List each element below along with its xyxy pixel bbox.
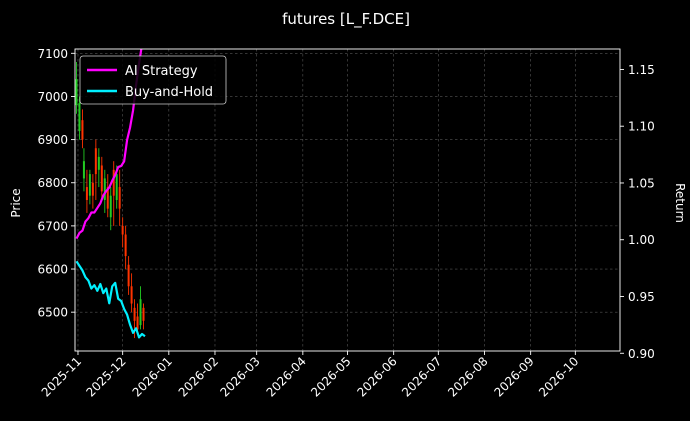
chart-title: futures [L_F.DCE] [282,10,410,29]
series-line-ai-strategy [75,49,143,240]
candle-body [130,286,133,304]
y-right-tick-label: 0.95 [628,290,655,304]
candle-body [85,187,88,200]
y-right-tick-label: 1.15 [628,63,655,77]
series-lines [75,49,146,339]
candle-body [109,195,112,218]
y-right-tick-label: 1.05 [628,176,655,190]
candle-body [91,182,94,196]
y-left-tick-label: 6500 [37,306,68,320]
candle-body [112,169,115,196]
legend-label-ai-strategy: AI Strategy [125,64,198,79]
y-left-tick-label: 6800 [37,176,68,190]
candle-body [127,264,130,287]
candle-body [75,79,78,106]
y-right-tick-label: 0.90 [628,347,655,361]
candle-body [139,299,142,326]
legend-label-buy-and-hold: Buy-and-Hold [125,85,213,100]
y-right-tick-label: 1.00 [628,233,655,247]
legend: AI Strategy Buy-and-Hold [79,55,227,105]
candlesticks [75,61,145,339]
y-left-tick-label: 6900 [37,133,68,147]
candle-body [100,165,103,192]
candle-body [94,148,97,175]
candle-body [124,234,127,257]
candle-body [88,174,91,196]
y-left-tick-label: 7100 [37,47,68,61]
candle-body [136,316,139,330]
candle-body [106,187,109,209]
y-left-tick-label: 6700 [37,219,68,233]
y-axis-left-label: Price [9,188,23,217]
candle-body [82,161,85,179]
candle-body [133,307,136,321]
y-left-tick-label: 6600 [37,263,68,277]
y-left-tick-label: 7000 [37,90,68,104]
candle-body [103,178,106,200]
candle-body [97,156,100,170]
candle-body [142,307,145,321]
candle-body [118,187,121,209]
y-axis-right-label: Return [673,183,687,223]
y-right-tick-label: 1.10 [628,120,655,134]
series-line-buy-and-hold [75,260,146,339]
candle-body [81,120,84,140]
candle-body [78,102,81,131]
candle-body [121,225,124,235]
candle-body [115,174,118,200]
